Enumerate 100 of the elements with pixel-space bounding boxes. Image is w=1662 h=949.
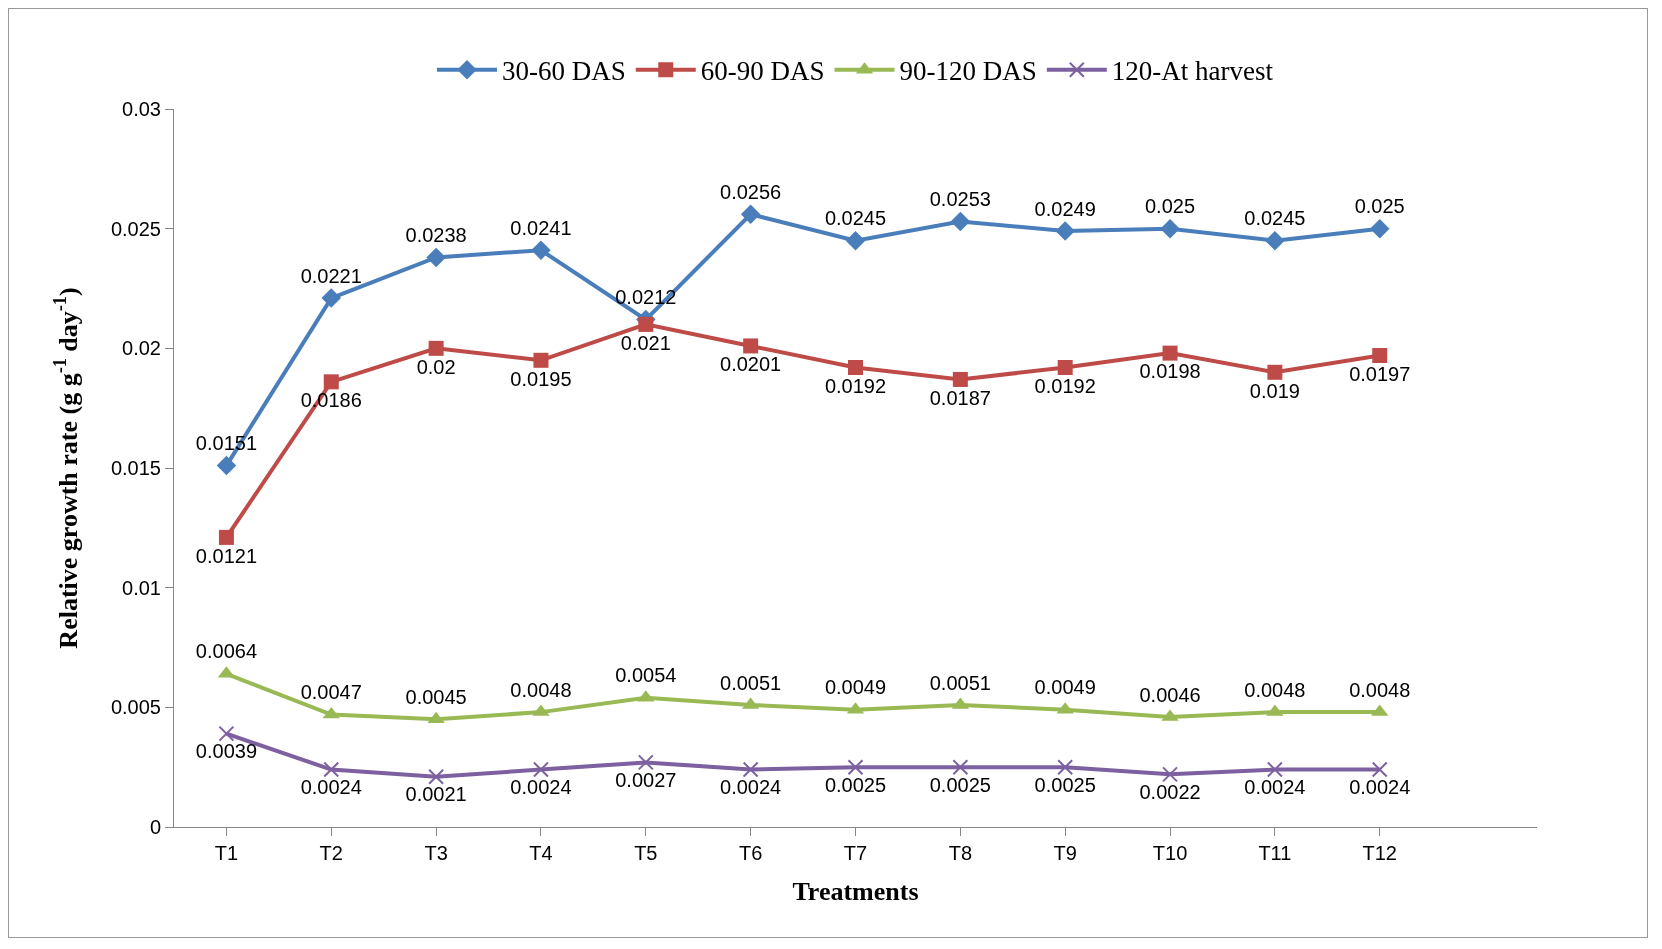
y-tick-label: 0.025 xyxy=(110,217,161,240)
data-label: 0.0245 xyxy=(1244,207,1306,230)
data-label: 0.0021 xyxy=(405,783,467,806)
point xyxy=(533,352,549,368)
x-tick-label: T10 xyxy=(1152,842,1188,864)
data-label: 0.0187 xyxy=(929,386,991,409)
point xyxy=(952,759,969,776)
point xyxy=(1371,761,1388,778)
data-label: 0.0253 xyxy=(929,188,991,211)
data-label: 0.0245 xyxy=(824,207,887,230)
data-label: 0.0049 xyxy=(824,676,887,699)
data-label: 0.0048 xyxy=(1349,678,1411,701)
point xyxy=(427,711,445,724)
data-label: 0.02 xyxy=(416,355,456,378)
data-label: 0.0064 xyxy=(195,640,258,663)
point xyxy=(845,230,866,251)
data-label: 0.0241 xyxy=(510,216,572,239)
point xyxy=(323,761,340,778)
point xyxy=(1162,766,1179,783)
y-tick-label: 0.02 xyxy=(122,337,161,360)
y-tick-label: 0.015 xyxy=(110,457,161,479)
point xyxy=(428,768,445,785)
legend-label: 90-120 DAS xyxy=(899,56,1037,87)
legend-label: 30-60 DAS xyxy=(502,56,626,87)
data-label: 0.0049 xyxy=(1034,676,1096,699)
y-tick-label: 0.01 xyxy=(122,576,161,599)
data-label: 0.0022 xyxy=(1139,781,1201,804)
data-label: 0.019 xyxy=(1249,379,1300,402)
data-label: 0.0027 xyxy=(615,769,677,792)
data-label: 0.0256 xyxy=(720,180,782,203)
x-tick-label: T5 xyxy=(634,842,658,864)
data-label: 0.0238 xyxy=(405,224,467,247)
point xyxy=(321,288,342,308)
data-label: 0.0046 xyxy=(1139,683,1201,706)
data-label: 0.0025 xyxy=(1034,773,1096,796)
data-label: 0.0201 xyxy=(720,353,782,376)
point xyxy=(848,359,863,375)
point xyxy=(1372,348,1388,364)
point xyxy=(1266,761,1283,778)
point xyxy=(1057,759,1074,776)
point xyxy=(1162,345,1178,361)
data-label: 0.0221 xyxy=(300,264,362,287)
y-tick-label: 0 xyxy=(149,816,161,838)
x-tick-label: T11 xyxy=(1258,842,1292,864)
data-label: 0.0045 xyxy=(405,685,467,708)
x-tick-label: T1 xyxy=(214,842,239,864)
data-label: 0.0192 xyxy=(824,374,887,397)
data-label: 0.0192 xyxy=(1034,374,1096,397)
data-label: 0.025 xyxy=(1354,195,1405,218)
x-axis-title: Treatments xyxy=(792,876,919,906)
data-label: 0.0039 xyxy=(195,740,258,763)
point xyxy=(742,761,759,778)
data-label: 0.021 xyxy=(620,331,671,354)
data-label: 0.0198 xyxy=(1139,360,1201,383)
data-label: 0.0121 xyxy=(195,544,258,567)
x-tick-label: T9 xyxy=(1053,842,1077,864)
data-label: 0.0025 xyxy=(929,773,991,796)
legend-label: 120-At harvest xyxy=(1111,56,1274,87)
data-label: 0.0249 xyxy=(1034,197,1096,220)
y-tick-label: 0.03 xyxy=(122,98,161,120)
point xyxy=(1265,230,1285,251)
legend-label: 60-90 DAS xyxy=(700,56,825,87)
data-label: 0.0197 xyxy=(1349,362,1411,385)
point xyxy=(216,455,237,476)
data-label: 0.025 xyxy=(1145,195,1196,218)
x-tick-label: T8 xyxy=(948,842,973,864)
point xyxy=(531,240,551,260)
data-label: 0.0025 xyxy=(824,773,887,796)
x-tick-label: T6 xyxy=(738,842,763,864)
point xyxy=(1055,221,1075,241)
x-tick-label: T4 xyxy=(529,842,553,864)
point xyxy=(428,340,444,356)
point xyxy=(1057,359,1073,375)
x-tick-label: T3 xyxy=(424,842,448,864)
point xyxy=(1267,364,1283,380)
data-label: 0.0051 xyxy=(929,671,991,694)
point xyxy=(950,211,971,232)
data-label: 0.0024 xyxy=(510,776,572,799)
point xyxy=(218,529,234,545)
point xyxy=(1369,218,1390,239)
data-label: 0.0047 xyxy=(300,681,362,704)
point xyxy=(847,759,864,776)
data-label: 0.0024 xyxy=(300,776,362,799)
data-label: 0.0051 xyxy=(720,671,782,694)
point xyxy=(637,754,654,771)
point xyxy=(1160,218,1180,239)
point xyxy=(740,204,761,225)
point xyxy=(743,338,759,354)
point xyxy=(218,725,235,742)
point xyxy=(638,316,654,332)
point xyxy=(952,371,968,387)
data-label: 0.0024 xyxy=(1244,776,1306,799)
point xyxy=(532,761,549,778)
data-label: 0.0195 xyxy=(510,367,572,390)
data-label: 0.0054 xyxy=(615,664,677,687)
data-label: 0.0048 xyxy=(1244,678,1306,701)
x-tick-label: T12 xyxy=(1362,842,1397,864)
data-label: 0.0048 xyxy=(510,678,572,701)
x-tick-label: T7 xyxy=(843,842,868,864)
data-label: 0.0024 xyxy=(1349,776,1411,799)
